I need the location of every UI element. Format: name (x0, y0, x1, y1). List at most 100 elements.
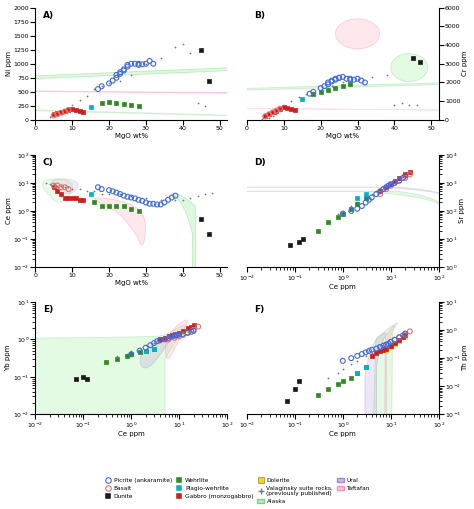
Point (68, 185, 76, 193)
Point (269, 108, 276, 117)
Point (120, 202, 128, 210)
Point (409, 54, 417, 62)
Point (332, 84, 339, 92)
Point (128, 191, 135, 200)
Point (161, 335, 169, 344)
Point (61, 107, 69, 115)
Point (325, 385, 332, 393)
Point (398, 99, 406, 107)
Point (395, 177, 403, 185)
Point (295, 377, 302, 385)
Point (135, 61, 142, 69)
Point (273, 110, 280, 119)
Point (184, 324, 191, 332)
Point (347, 207, 355, 215)
X-axis label: MgO wt%: MgO wt% (115, 132, 148, 138)
Point (50, 182, 57, 190)
Point (368, 349, 375, 357)
Point (156, 336, 164, 344)
Point (391, 340, 398, 348)
Point (262, 112, 269, 120)
Point (168, 193, 175, 202)
Point (280, 103, 288, 111)
Ellipse shape (391, 53, 428, 81)
Point (179, 195, 187, 204)
Point (291, 385, 299, 393)
Point (362, 193, 370, 202)
Point (105, 79, 113, 88)
Point (376, 187, 384, 195)
Point (401, 172, 409, 180)
Point (54, 109, 61, 117)
Point (401, 331, 409, 340)
Point (184, 329, 191, 337)
Point (380, 342, 387, 350)
Point (334, 369, 342, 377)
Point (142, 60, 150, 68)
Point (317, 88, 325, 96)
Point (194, 99, 201, 107)
X-axis label: Ce ppm: Ce ppm (118, 431, 145, 437)
Point (179, 327, 187, 335)
Point (325, 374, 332, 382)
Point (142, 347, 149, 355)
Ellipse shape (358, 333, 386, 509)
Ellipse shape (0, 80, 474, 103)
Point (72, 375, 80, 383)
Y-axis label: Ce ppm: Ce ppm (6, 197, 11, 224)
Point (335, 74, 343, 82)
Point (64, 183, 72, 191)
Point (186, 193, 194, 202)
Point (146, 200, 154, 208)
Point (365, 347, 373, 355)
Point (287, 105, 295, 113)
Point (395, 333, 403, 342)
Point (401, 330, 409, 338)
Point (194, 191, 201, 200)
Point (269, 112, 276, 120)
Point (332, 76, 339, 84)
Point (395, 333, 403, 342)
Point (128, 350, 135, 358)
Point (201, 102, 209, 110)
Point (314, 227, 321, 235)
Point (172, 195, 179, 204)
Point (368, 346, 375, 354)
Point (165, 335, 173, 344)
Point (172, 191, 179, 200)
Point (347, 354, 355, 362)
Point (354, 357, 361, 365)
Point (387, 179, 394, 187)
Point (173, 331, 181, 339)
Point (324, 80, 332, 89)
Point (387, 182, 394, 190)
Point (179, 330, 187, 338)
Point (161, 335, 169, 344)
Point (135, 60, 142, 68)
Ellipse shape (336, 19, 380, 49)
Point (376, 347, 384, 355)
Point (128, 101, 135, 109)
Point (142, 341, 149, 349)
Point (380, 185, 387, 193)
Point (380, 183, 387, 191)
Point (161, 199, 168, 207)
Point (354, 75, 361, 83)
Point (98, 202, 105, 210)
Point (383, 346, 390, 354)
Point (391, 179, 398, 187)
Point (310, 88, 317, 96)
Point (258, 115, 265, 123)
Point (406, 171, 414, 179)
Ellipse shape (0, 181, 451, 201)
Point (339, 207, 346, 215)
Point (64, 106, 72, 114)
Point (142, 193, 150, 202)
Point (54, 110, 61, 119)
Point (346, 75, 354, 83)
Ellipse shape (0, 182, 455, 509)
Point (265, 110, 273, 119)
Point (198, 46, 205, 54)
Point (395, 336, 403, 344)
Point (376, 187, 384, 195)
